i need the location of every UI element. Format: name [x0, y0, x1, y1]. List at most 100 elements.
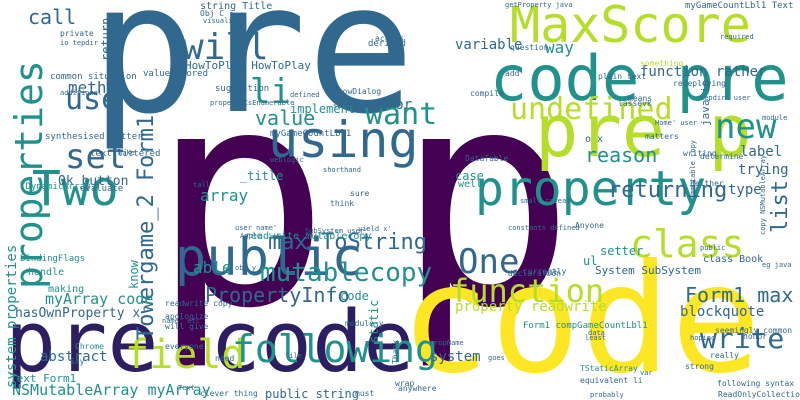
- cloud-word: everyone: [165, 342, 204, 351]
- cloud-word: set: [65, 137, 127, 177]
- cloud-word: java io: [699, 79, 712, 126]
- cloud-word: defined: [290, 91, 320, 99]
- cloud-word: method: [68, 78, 126, 97]
- cloud-word: myGameCountLbl1: [270, 129, 352, 139]
- cloud-word: declaration: [508, 269, 561, 278]
- cloud-word: NSMutableArray myArray: [12, 381, 211, 399]
- cloud-word: want: [365, 97, 438, 132]
- cloud-word: lot: [230, 11, 245, 20]
- cloud-word: function rather: [640, 64, 767, 80]
- cloud-word: goes: [488, 354, 505, 362]
- cloud-word: Say: [70, 357, 85, 366]
- cloud-word: derived: [368, 39, 406, 49]
- cloud-word: array: [200, 186, 249, 205]
- cloud-word: wrap: [395, 379, 415, 388]
- cloud-word: following: [232, 327, 438, 371]
- cloud-word: ul: [583, 254, 598, 268]
- cloud-word: use: [65, 82, 120, 117]
- cloud-word: seemingly common: [715, 326, 793, 335]
- cloud-word: li: [250, 72, 291, 112]
- cloud-word: will: [182, 27, 269, 68]
- cloud-word: neither: [690, 179, 724, 188]
- cloud-word: Home' user: [655, 119, 698, 127]
- cloud-word: ReadOnlyCollection: [718, 390, 800, 399]
- cloud-word: visualize: [203, 17, 241, 25]
- cloud-word: readwrite copy: [165, 299, 233, 308]
- cloud-word: least: [585, 334, 607, 342]
- cloud-word: lassevk: [618, 99, 652, 108]
- cloud-word: redeploying: [673, 79, 726, 88]
- cloud-word: matters: [645, 132, 679, 141]
- cloud-word: really: [710, 351, 739, 360]
- cloud-word: public: [175, 228, 363, 288]
- cloud-word: text littered: [90, 149, 161, 159]
- cloud-word: myGameCountLbl1 Text: [685, 1, 794, 11]
- cloud-word: class Book: [703, 254, 764, 265]
- cloud-word: myArray code: [45, 290, 154, 308]
- cloud-word: function: [450, 272, 605, 310]
- cloud-word: module: [762, 114, 788, 122]
- cloud-word: equivalent li: [580, 376, 643, 385]
- cloud-word: error: [370, 97, 413, 113]
- cloud-word: call: [28, 5, 77, 29]
- cloud-word: io tepdir: [60, 39, 98, 47]
- cloud-word: file: [285, 352, 302, 360]
- cloud-word: new: [715, 107, 777, 147]
- cloud-word: well: [458, 179, 483, 190]
- cloud-word: Text: [178, 384, 195, 392]
- cloud-word: Anyone: [575, 221, 604, 230]
- cloud-word: system: [430, 349, 481, 365]
- cloud-word: suggestion: [215, 84, 270, 94]
- cloud-word: supposed: [333, 102, 367, 110]
- cloud-word: clever thing: [200, 389, 258, 398]
- cloud-word: private: [60, 29, 94, 38]
- cloud-word: code: [400, 233, 762, 400]
- cloud-word: field: [125, 332, 246, 378]
- cloud-word: honor: [743, 332, 768, 341]
- cloud-word: returning: [608, 178, 728, 203]
- cloud-word: trying: [738, 162, 789, 178]
- cloud-word: undefined: [510, 92, 673, 127]
- cloud-word: module y: [345, 319, 384, 328]
- cloud-word: implement: [290, 102, 356, 116]
- cloud-word: required: [720, 33, 754, 41]
- cloud-word: pre p: [535, 89, 752, 173]
- cloud-word: p: [395, 25, 576, 374]
- cloud-word: compile: [470, 89, 504, 98]
- cloud-word: means: [628, 94, 653, 103]
- cloud-word: list: [768, 180, 793, 233]
- cloud-word: mutablecopy: [260, 258, 433, 288]
- cloud-word: evaluate: [80, 184, 124, 194]
- cloud-word: property: [475, 161, 707, 217]
- cloud-word: public: [700, 244, 726, 252]
- cloud-word: plain text: [598, 72, 647, 81]
- cloud-word: something: [640, 59, 684, 68]
- cloud-word: additional: [60, 89, 103, 97]
- cloud-word: eg java: [762, 261, 792, 269]
- cloud-word: common situation: [50, 72, 137, 82]
- cloud-word: code: [340, 289, 369, 303]
- cloud-word: abstract: [40, 349, 108, 365]
- cloud-word: pre code: [5, 293, 415, 392]
- cloud-word: probably: [590, 391, 624, 399]
- cloud-word: constants defined: [508, 224, 580, 232]
- cloud-word: way: [545, 38, 574, 57]
- cloud-word: type: [728, 182, 762, 198]
- cloud-word: Ok button: [58, 174, 129, 189]
- cloud-word: return: [99, 17, 113, 61]
- cloud-word: following syntax: [717, 379, 795, 388]
- cloud-word: Form1 max: [685, 283, 794, 307]
- cloud-word: tepdir' user: [700, 94, 751, 102]
- cloud-word: add: [505, 69, 520, 78]
- cloud-word: readwrite mutablecopy: [245, 231, 372, 242]
- cloud-word: need: [215, 354, 235, 363]
- cloud-word: apologize: [165, 312, 209, 321]
- cloud-word: tall: [193, 181, 210, 189]
- cloud-word: determine: [700, 152, 744, 161]
- cloud-word: setter: [600, 244, 644, 258]
- cloud-word: write: [700, 322, 785, 355]
- cloud-word: propName: [430, 339, 464, 347]
- cloud-word: handle: [28, 267, 65, 278]
- cloud-word: making: [48, 284, 85, 295]
